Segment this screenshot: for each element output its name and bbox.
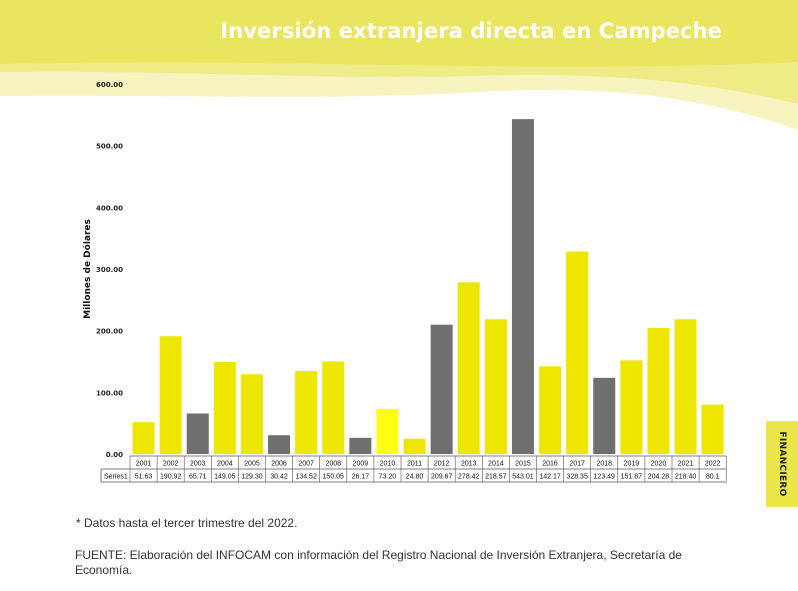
bar-2017 (566, 251, 589, 454)
x-tick-label: 2014 (488, 461, 504, 468)
data-label: 30.42 (270, 474, 288, 481)
data-label: 134.52 (295, 474, 317, 481)
x-tick-label: 2008 (325, 461, 341, 468)
bar-2010 (376, 408, 399, 454)
bar-2020 (647, 328, 670, 454)
x-tick-label: 2020 (651, 461, 667, 468)
data-label: 151.87 (621, 474, 643, 481)
bar-2018 (593, 377, 616, 454)
data-label: 209.67 (431, 474, 453, 481)
x-tick-label: 2010 (380, 461, 396, 468)
data-label: 149.05 (214, 474, 236, 481)
x-tick-label: 2021 (678, 461, 694, 468)
bar-2001 (132, 422, 155, 454)
data-label: 142.17 (539, 474, 561, 481)
data-label: 218.57 (485, 474, 507, 481)
data-label: 26.17 (352, 474, 370, 481)
bar-2007 (295, 371, 318, 454)
bar-2011 (403, 438, 426, 454)
data-label: 73.20 (379, 474, 397, 481)
x-tick-label: 2002 (163, 461, 179, 468)
data-label: 278.42 (458, 474, 480, 481)
bar-2002 (159, 336, 182, 454)
side-tab-financiero[interactable]: FINANCIERO (766, 421, 798, 507)
y-tick-label: 0.00 (106, 451, 123, 459)
data-label: 123.49 (594, 474, 616, 481)
y-tick-label: 500.00 (96, 143, 123, 151)
y-tick-label: 200.00 (96, 328, 123, 336)
x-tick-label: 2001 (136, 461, 152, 468)
y-tick-label: 400.00 (96, 204, 123, 212)
data-label: 204.28 (648, 474, 670, 481)
bar-2019 (620, 360, 643, 454)
bar-2004 (213, 362, 236, 454)
x-tick-label: 2018 (596, 461, 612, 468)
series-name: Series1 (104, 474, 128, 481)
y-tick-label: 100.00 (96, 389, 123, 397)
bar-2005 (240, 374, 263, 454)
data-label: 190.92 (160, 474, 182, 481)
bar-2013 (457, 282, 480, 454)
data-label: 51.63 (135, 474, 153, 481)
bar-2016 (539, 366, 562, 454)
data-label: 218.40 (675, 474, 697, 481)
data-label: 328.35 (566, 474, 588, 481)
x-tick-label: 2013 (461, 461, 477, 468)
data-label: 543.01 (512, 474, 534, 481)
x-tick-label: 2011 (407, 461, 422, 468)
y-tick-label: 600.00 (96, 81, 123, 89)
bar-2008 (322, 361, 345, 454)
source-note: FUENTE: Elaboración del INFOCAM con info… (75, 548, 682, 577)
side-tab-label: FINANCIERO (777, 431, 787, 497)
x-tick-label: 2006 (271, 461, 287, 468)
bar-2015 (511, 119, 534, 454)
header-band (0, 0, 798, 130)
bar-2006 (268, 435, 291, 454)
data-label: 150.05 (323, 474, 345, 481)
x-tick-label: 2017 (569, 461, 585, 468)
data-label: 129.30 (241, 474, 263, 481)
x-tick-label: 2007 (298, 461, 314, 468)
x-tick-label: 2005 (244, 461, 260, 468)
y-tick-label: 300.00 (96, 266, 123, 274)
data-label: 80.1 (706, 474, 720, 481)
x-tick-label: 2015 (515, 461, 531, 468)
bar-2021 (674, 319, 697, 454)
data-table: Series1 2001 51.63 2002 190.92 2003 65.71 2004 1… (100, 455, 727, 483)
x-tick-label: 2003 (190, 461, 206, 468)
header-wave-top (0, 0, 798, 67)
bar-2003 (186, 413, 209, 454)
x-tick-label: 2009 (353, 461, 369, 468)
x-tick-label: 2019 (624, 461, 640, 468)
bar-2009 (349, 437, 372, 454)
bar-2014 (484, 319, 507, 454)
bars (132, 119, 724, 454)
footnote: * Datos hasta el tercer trimestre del 20… (76, 516, 298, 530)
x-tick-label: 2016 (542, 461, 558, 468)
x-tick-label: 2022 (705, 461, 721, 468)
bar-2022 (701, 404, 724, 454)
data-label: 65.71 (189, 474, 207, 481)
x-tick-label: 2012 (434, 461, 450, 468)
bar-2012 (430, 324, 453, 454)
y-axis-label: Millones de Dólares (82, 219, 93, 319)
y-axis-ticks: 0.00 100.00 200.00 300.00 400.00 500.00 600.00 (96, 81, 123, 459)
data-label: 24.80 (406, 474, 424, 481)
page-title: Inversión extranjera directa en Campeche (220, 19, 722, 43)
x-tick-label: 2004 (217, 461, 233, 468)
